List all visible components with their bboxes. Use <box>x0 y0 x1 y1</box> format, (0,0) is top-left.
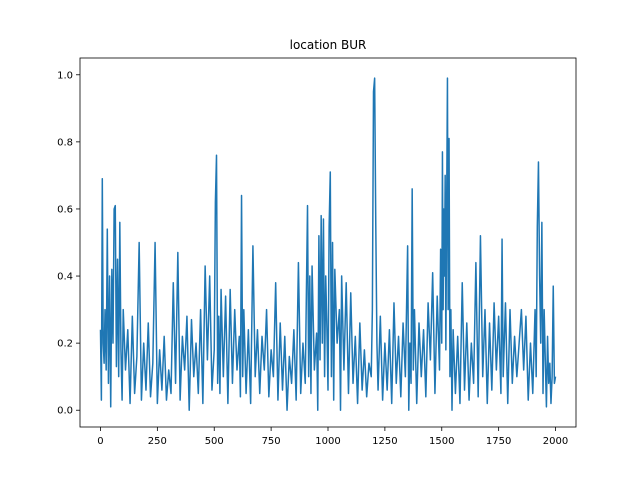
x-tick-label: 250 <box>148 436 167 447</box>
y-tick-label: 0.4 <box>57 272 73 283</box>
y-tick-label: 1.0 <box>57 70 73 81</box>
y-tick-label: 0.6 <box>57 204 73 215</box>
y-tick-label: 0.8 <box>57 137 73 148</box>
x-tick-label: 500 <box>205 436 224 447</box>
y-tick-label: 0.2 <box>57 339 73 350</box>
y-tick-label: 0.0 <box>57 406 73 417</box>
x-tick-label: 1000 <box>315 436 340 447</box>
axis-ticks: 0 250 500 750 1000 1250 1500 1750 2000 0.0 0.2 0.4 0… <box>57 70 568 447</box>
chart-title: location BUR <box>290 38 367 52</box>
x-tick-label: 2000 <box>543 436 568 447</box>
plot-series <box>99 77 557 411</box>
x-tick-label: 0 <box>97 436 103 447</box>
x-tick-label: 1750 <box>486 436 511 447</box>
x-tick-label: 1250 <box>372 436 397 447</box>
x-tick-label: 1500 <box>429 436 454 447</box>
axes-frame <box>79 57 577 428</box>
x-tick-label: 750 <box>262 436 281 447</box>
series-line-0 <box>99 77 557 411</box>
